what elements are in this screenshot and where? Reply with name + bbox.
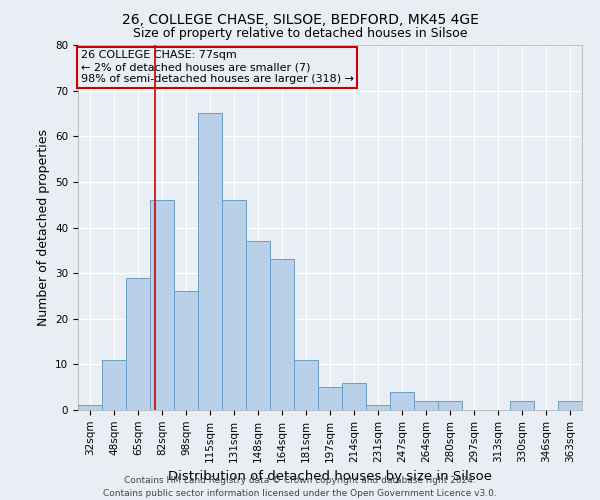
Bar [174,292,198,410]
Text: Contains HM Land Registry data © Crown copyright and database right 2024.
Contai: Contains HM Land Registry data © Crown c… [103,476,497,498]
Bar [222,200,246,410]
Bar [150,200,174,410]
Bar [414,401,438,410]
Bar [390,392,414,410]
Bar [126,278,150,410]
Bar [246,241,270,410]
Bar [510,401,534,410]
Bar [342,382,366,410]
Text: Size of property relative to detached houses in Silsoe: Size of property relative to detached ho… [133,28,467,40]
Bar [78,406,102,410]
Bar [558,401,582,410]
Text: 26, COLLEGE CHASE, SILSOE, BEDFORD, MK45 4GE: 26, COLLEGE CHASE, SILSOE, BEDFORD, MK45… [122,12,478,26]
Bar [294,360,318,410]
Bar [318,387,342,410]
Y-axis label: Number of detached properties: Number of detached properties [37,129,50,326]
Bar [438,401,462,410]
Bar [366,406,390,410]
Bar [270,260,294,410]
Text: 26 COLLEGE CHASE: 77sqm
← 2% of detached houses are smaller (7)
98% of semi-deta: 26 COLLEGE CHASE: 77sqm ← 2% of detached… [80,50,353,84]
X-axis label: Distribution of detached houses by size in Silsoe: Distribution of detached houses by size … [168,470,492,483]
Bar [198,114,222,410]
Bar [102,360,126,410]
